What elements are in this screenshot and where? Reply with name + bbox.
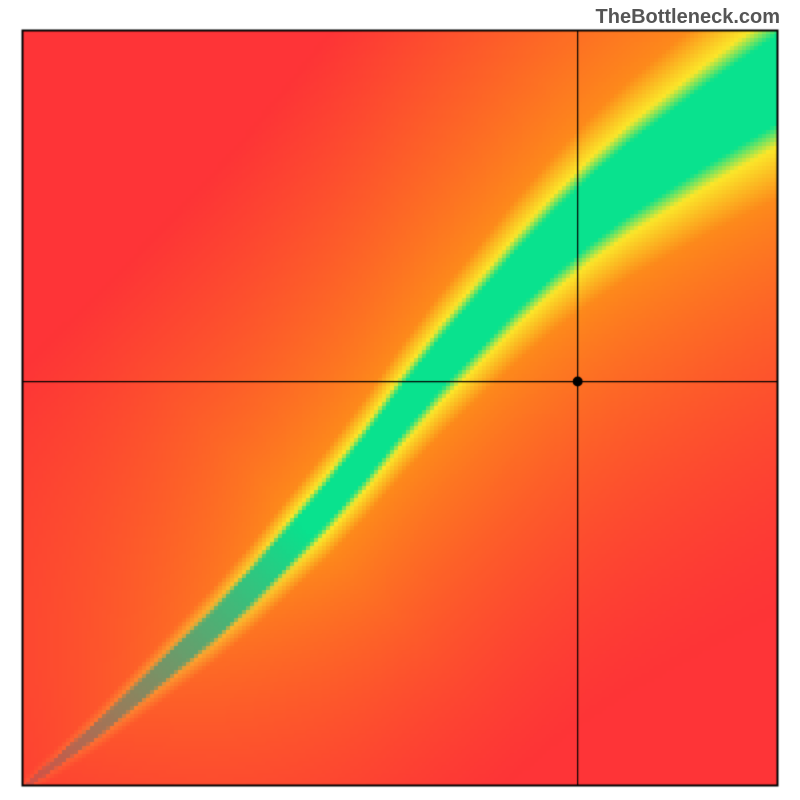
chart-container: TheBottleneck.com <box>0 0 800 800</box>
watermark-label: TheBottleneck.com <box>596 6 780 29</box>
bottleneck-heatmap <box>0 0 800 800</box>
